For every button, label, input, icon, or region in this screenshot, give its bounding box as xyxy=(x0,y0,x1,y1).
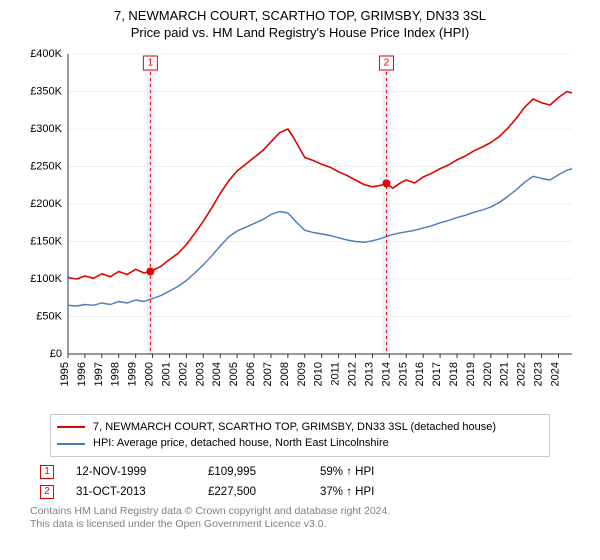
svg-text:2003: 2003 xyxy=(194,362,206,386)
svg-text:2010: 2010 xyxy=(313,362,325,386)
legend-item-series-red: 7, NEWMARCH COURT, SCARTHO TOP, GRIMSBY,… xyxy=(57,419,543,436)
chart-title-line2: Price paid vs. HM Land Registry's House … xyxy=(14,25,586,42)
svg-text:2020: 2020 xyxy=(482,362,494,386)
svg-text:2016: 2016 xyxy=(414,362,426,386)
svg-text:2009: 2009 xyxy=(296,362,308,386)
svg-text:2015: 2015 xyxy=(397,362,409,386)
svg-text:2019: 2019 xyxy=(465,362,477,386)
svg-text:2008: 2008 xyxy=(279,362,291,386)
legend-swatch-red xyxy=(57,426,85,428)
svg-text:1: 1 xyxy=(148,57,154,68)
event-row: 2 31-OCT-2013 £227,500 37% ↑ HPI xyxy=(40,485,560,499)
events-table: 1 12-NOV-1999 £109,995 59% ↑ HPI 2 31-OC… xyxy=(40,465,560,499)
svg-text:1996: 1996 xyxy=(76,362,88,386)
event-price: £109,995 xyxy=(208,466,298,478)
svg-text:2000: 2000 xyxy=(144,362,156,386)
svg-text:£0: £0 xyxy=(50,348,62,360)
footnote: Contains HM Land Registry data © Crown c… xyxy=(30,505,570,532)
legend-label: 7, NEWMARCH COURT, SCARTHO TOP, GRIMSBY,… xyxy=(93,419,496,436)
svg-text:2011: 2011 xyxy=(330,362,342,386)
event-relative: 59% ↑ HPI xyxy=(320,466,374,478)
legend-box: 7, NEWMARCH COURT, SCARTHO TOP, GRIMSBY,… xyxy=(50,414,550,457)
chart-title-line1: 7, NEWMARCH COURT, SCARTHO TOP, GRIMSBY,… xyxy=(14,8,586,25)
legend-swatch-blue xyxy=(57,443,85,445)
svg-text:1999: 1999 xyxy=(127,362,139,386)
footnote-line2: This data is licensed under the Open Gov… xyxy=(30,518,327,530)
svg-text:£200K: £200K xyxy=(30,198,62,210)
svg-text:2004: 2004 xyxy=(211,362,223,386)
svg-text:£250K: £250K xyxy=(30,160,62,172)
svg-text:1995: 1995 xyxy=(59,362,71,386)
price-chart: £0 £50K £100K £150K £200K £250K £300K £350K £400… xyxy=(20,48,580,408)
svg-text:2024: 2024 xyxy=(549,362,561,386)
event-row: 1 12-NOV-1999 £109,995 59% ↑ HPI xyxy=(40,465,560,479)
svg-text:2012: 2012 xyxy=(347,362,359,386)
svg-text:1997: 1997 xyxy=(93,362,105,386)
event-badge: 2 xyxy=(40,485,54,499)
svg-text:2007: 2007 xyxy=(262,362,274,386)
event-date: 31-OCT-2013 xyxy=(76,486,186,498)
svg-text:2014: 2014 xyxy=(380,362,392,386)
svg-text:1998: 1998 xyxy=(110,362,122,386)
svg-text:2006: 2006 xyxy=(245,362,257,386)
event-price: £227,500 xyxy=(208,486,298,498)
event-date: 12-NOV-1999 xyxy=(76,466,186,478)
svg-text:£400K: £400K xyxy=(30,48,62,60)
svg-text:2013: 2013 xyxy=(363,362,375,386)
svg-text:2002: 2002 xyxy=(177,362,189,386)
event-relative: 37% ↑ HPI xyxy=(320,486,374,498)
svg-text:2018: 2018 xyxy=(448,362,460,386)
svg-text:2017: 2017 xyxy=(431,362,443,386)
svg-text:2023: 2023 xyxy=(533,362,545,386)
svg-text:£50K: £50K xyxy=(36,310,62,322)
legend-item-series-blue: HPI: Average price, detached house, Nort… xyxy=(57,435,543,452)
svg-text:£150K: £150K xyxy=(30,235,62,247)
svg-text:2001: 2001 xyxy=(160,362,172,386)
footnote-line1: Contains HM Land Registry data © Crown c… xyxy=(30,505,390,517)
svg-text:2022: 2022 xyxy=(516,362,528,386)
svg-text:2005: 2005 xyxy=(228,362,240,386)
legend-label: HPI: Average price, detached house, Nort… xyxy=(93,435,389,452)
event-badge: 1 xyxy=(40,465,54,479)
svg-text:£100K: £100K xyxy=(30,273,62,285)
svg-text:£300K: £300K xyxy=(30,123,62,135)
svg-text:2: 2 xyxy=(384,57,390,68)
svg-text:£350K: £350K xyxy=(30,85,62,97)
svg-text:2021: 2021 xyxy=(499,362,511,386)
